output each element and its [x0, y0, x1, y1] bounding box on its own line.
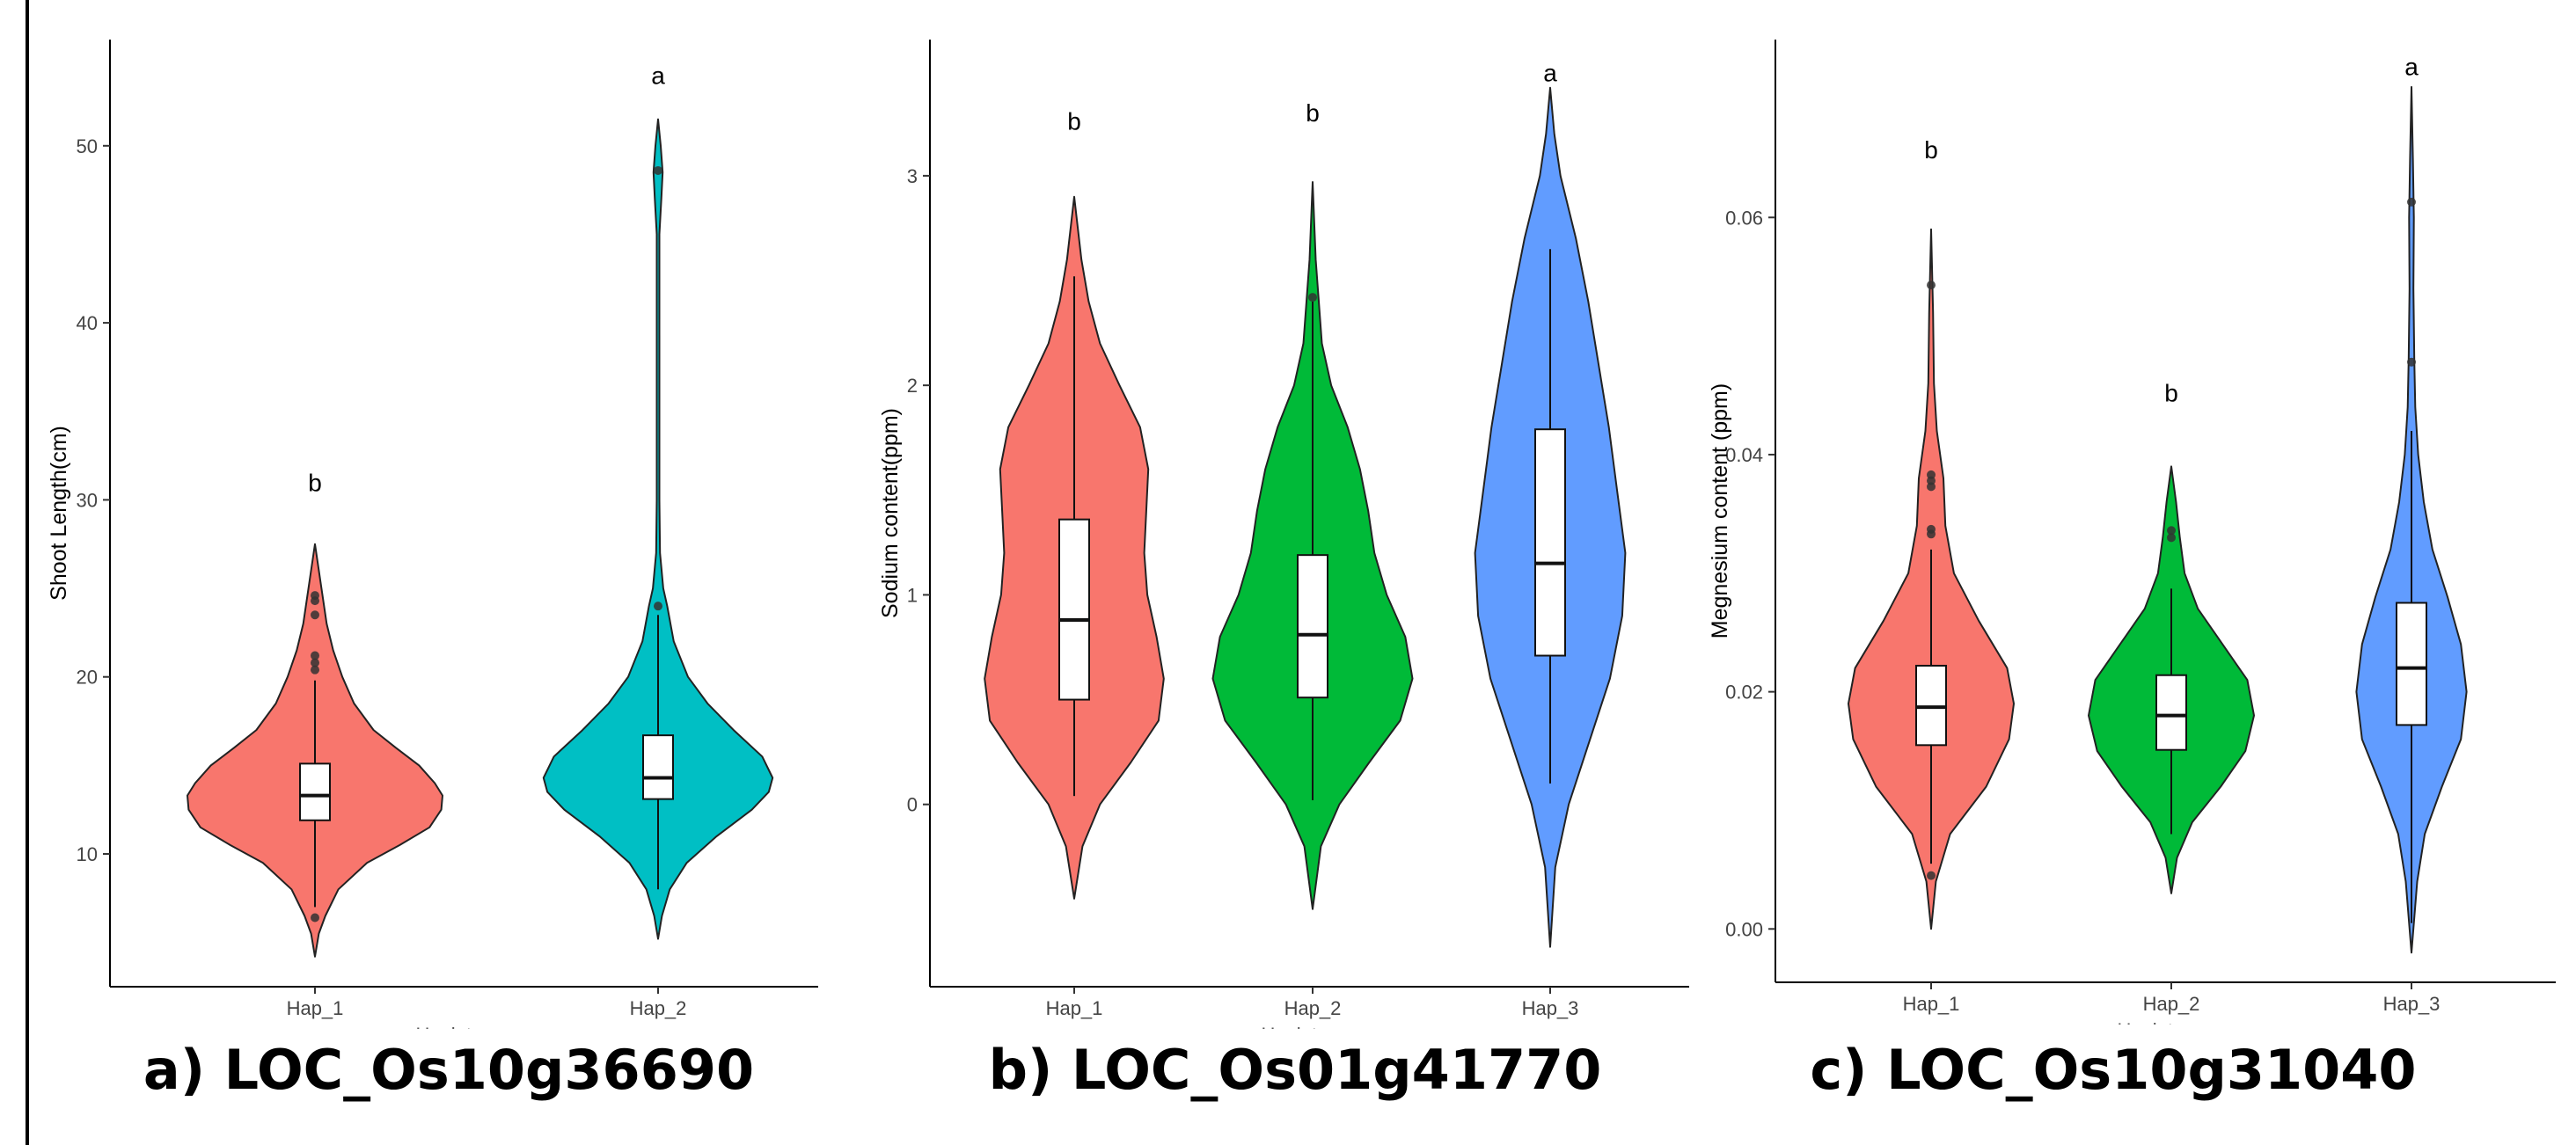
outlier-point[interactable]: [2407, 197, 2416, 207]
outlier-point[interactable]: [2167, 533, 2176, 543]
y-tick-label: 20: [77, 667, 98, 689]
outlier-point[interactable]: [1927, 470, 1936, 479]
violin-group-hap1: Hap_1 b: [187, 469, 443, 1019]
x-tick-label: Hap_1: [1046, 997, 1103, 1019]
y-tick-label: 0.02: [1725, 682, 1763, 704]
y-tick-label: 0: [907, 794, 918, 816]
significance-letter: b: [2164, 379, 2178, 406]
outlier-point[interactable]: [311, 591, 319, 601]
outlier-point[interactable]: [654, 602, 662, 611]
panel-c: 0.00 0.02 0.04 0.06 Megnesium content (ppm) H…: [1708, 40, 2556, 1041]
x-axis-title: Haplotypes: [1261, 1024, 1358, 1046]
violin-group-hap1: Hap_1 b: [1848, 136, 2015, 1015]
x-axis-title: Haplotypes: [2117, 1019, 2214, 1041]
y-tick-label: 30: [77, 489, 98, 511]
iqr-box[interactable]: [1534, 428, 1566, 657]
iqr-box[interactable]: [1915, 664, 1947, 747]
outlier-point[interactable]: [311, 665, 319, 675]
outlier-point[interactable]: [654, 165, 662, 175]
y-tick-label: 10: [77, 843, 98, 865]
left-border-line: [26, 0, 29, 1145]
y-tick-label: 40: [77, 312, 98, 334]
x-tick-label: Hap_2: [630, 997, 687, 1019]
significance-letter: a: [2404, 53, 2419, 80]
y-axis-title: Shoot Length(cm): [47, 426, 71, 601]
significance-letter: b: [1306, 99, 1320, 127]
violin-group-hap3: Hap_3 a: [2355, 53, 2468, 1015]
panel-a: 10 20 30 40 50 Shoot Length(cm) Haplotypes Hap_…: [47, 40, 818, 1046]
outlier-point[interactable]: [1927, 524, 1936, 534]
significance-letter: b: [1067, 107, 1081, 135]
x-tick-label: Hap_3: [1522, 997, 1579, 1019]
x-tick-label: Hap_2: [1284, 997, 1342, 1019]
significance-letter: b: [308, 469, 322, 496]
caption-panel-c: c) LOC_Os10g31040: [1810, 1038, 2417, 1102]
outlier-point[interactable]: [2167, 526, 2176, 536]
iqr-box[interactable]: [2155, 674, 2187, 751]
significance-letter: a: [1543, 60, 1557, 87]
violin-group-hap1: Hap_1 b: [984, 107, 1165, 1019]
violin-group-hap3: Hap_3 a: [1474, 60, 1627, 1019]
y-tick-label: 0.04: [1725, 444, 1763, 466]
significance-letter: b: [1924, 136, 1938, 164]
x-tick-label: Hap_2: [2143, 993, 2200, 1015]
y-axis-title: Megnesium content (ppm): [1708, 383, 1732, 638]
y-tick-label: 50: [77, 135, 98, 157]
x-tick-label: Hap_1: [1903, 993, 1960, 1015]
iqr-box[interactable]: [2396, 602, 2427, 726]
caption-panel-a: a) LOC_Os10g36690: [143, 1038, 755, 1102]
y-tick-label: 2: [907, 375, 918, 397]
caption-panel-b: b) LOC_Os01g41770: [988, 1038, 1602, 1102]
y-axis-title: Sodium content(ppm): [878, 408, 903, 618]
x-axis-title: Haplotypes: [415, 1024, 512, 1046]
y-tick-label: 0.06: [1725, 207, 1763, 229]
violin-group-hap2: Hap_2 b: [1211, 99, 1414, 1019]
x-tick-label: Hap_3: [2383, 993, 2441, 1015]
outlier-point[interactable]: [311, 658, 319, 667]
y-tick-label: 0.00: [1725, 918, 1763, 940]
outlier-point[interactable]: [1927, 871, 1936, 880]
iqr-box[interactable]: [299, 762, 331, 821]
iqr-box[interactable]: [1297, 554, 1328, 699]
violin-body[interactable]: [542, 118, 774, 940]
outlier-point[interactable]: [311, 651, 319, 660]
iqr-box[interactable]: [1058, 518, 1090, 701]
outlier-point[interactable]: [311, 610, 319, 620]
outlier-point[interactable]: [311, 913, 319, 923]
violin-group-hap2: Hap_2 b: [2088, 379, 2255, 1015]
x-tick-label: Hap_1: [287, 997, 344, 1019]
y-tick-label: 3: [907, 165, 918, 187]
iqr-box[interactable]: [642, 734, 674, 800]
violin-group-hap2: Hap_2 a: [542, 62, 774, 1019]
outlier-point[interactable]: [1308, 293, 1317, 303]
outlier-point[interactable]: [2407, 357, 2416, 367]
outlier-point[interactable]: [1927, 281, 1936, 290]
significance-letter: a: [651, 62, 665, 89]
y-tick-label: 1: [907, 584, 918, 606]
